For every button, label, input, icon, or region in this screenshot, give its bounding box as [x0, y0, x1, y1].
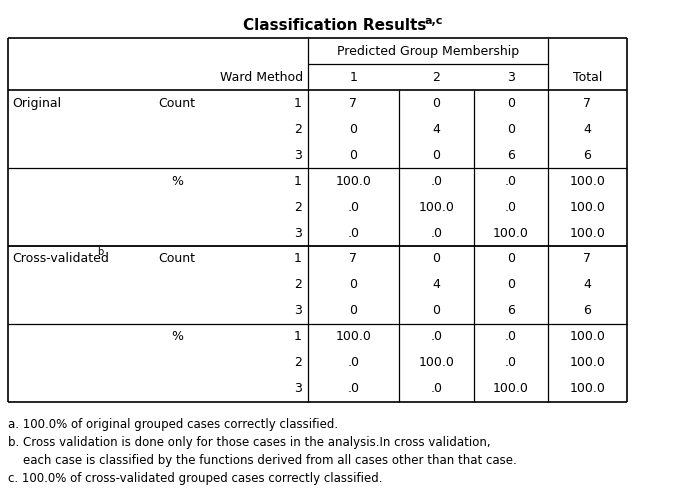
Text: 3: 3 — [294, 226, 302, 239]
Text: 6: 6 — [507, 148, 515, 161]
Text: Cross-validated: Cross-validated — [12, 253, 109, 266]
Text: Original: Original — [12, 97, 61, 110]
Text: 1: 1 — [294, 330, 302, 344]
Text: Count: Count — [158, 97, 195, 110]
Text: 3: 3 — [294, 148, 302, 161]
Text: 0: 0 — [432, 253, 440, 266]
Text: each case is classified by the functions derived from all cases other than that : each case is classified by the functions… — [23, 454, 516, 467]
Text: .0: .0 — [505, 330, 517, 344]
Text: 2: 2 — [294, 201, 302, 213]
Text: 100.0: 100.0 — [569, 226, 606, 239]
Text: 0: 0 — [432, 97, 440, 110]
Text: 7: 7 — [349, 97, 358, 110]
Text: 0: 0 — [507, 279, 515, 292]
Text: a. 100.0% of original grouped cases correctly classified.: a. 100.0% of original grouped cases corr… — [8, 418, 338, 431]
Text: .0: .0 — [430, 226, 443, 239]
Text: 6: 6 — [507, 304, 515, 317]
Text: .0: .0 — [347, 382, 360, 395]
Text: 100.0: 100.0 — [419, 357, 454, 370]
Text: .0: .0 — [430, 330, 443, 344]
Text: .0: .0 — [505, 201, 517, 213]
Text: 2: 2 — [432, 70, 440, 83]
Text: .0: .0 — [347, 201, 360, 213]
Text: 0: 0 — [507, 253, 515, 266]
Text: c. 100.0% of cross-validated grouped cases correctly classified.: c. 100.0% of cross-validated grouped cas… — [8, 472, 382, 485]
Text: 100.0: 100.0 — [569, 201, 606, 213]
Text: 0: 0 — [349, 148, 358, 161]
Text: 4: 4 — [584, 123, 591, 135]
Text: Predicted Group Membership: Predicted Group Membership — [337, 44, 519, 57]
Text: 1: 1 — [294, 175, 302, 188]
Text: .0: .0 — [505, 175, 517, 188]
Text: .0: .0 — [430, 382, 443, 395]
Text: Ward Method: Ward Method — [220, 70, 303, 83]
Text: b. Cross validation is done only for those cases in the analysis.In cross valida: b. Cross validation is done only for tho… — [8, 436, 490, 449]
Text: 0: 0 — [349, 123, 358, 135]
Text: 1: 1 — [349, 70, 358, 83]
Text: 100.0: 100.0 — [336, 175, 371, 188]
Text: 4: 4 — [432, 123, 440, 135]
Text: 7: 7 — [584, 97, 592, 110]
Text: 4: 4 — [432, 279, 440, 292]
Text: 100.0: 100.0 — [569, 382, 606, 395]
Text: 2: 2 — [294, 357, 302, 370]
Text: Count: Count — [158, 253, 195, 266]
Text: 2: 2 — [294, 123, 302, 135]
Text: 100.0: 100.0 — [336, 330, 371, 344]
Text: 4: 4 — [584, 279, 591, 292]
Text: 7: 7 — [584, 253, 592, 266]
Text: 0: 0 — [507, 97, 515, 110]
Text: 100.0: 100.0 — [569, 330, 606, 344]
Text: 1: 1 — [294, 253, 302, 266]
Text: 0: 0 — [349, 279, 358, 292]
Text: .0: .0 — [505, 357, 517, 370]
Text: 100.0: 100.0 — [569, 175, 606, 188]
Text: 0: 0 — [349, 304, 358, 317]
Text: Classification Results: Classification Results — [242, 18, 426, 33]
Text: 6: 6 — [584, 304, 591, 317]
Text: Total: Total — [573, 70, 602, 83]
Text: 3: 3 — [294, 304, 302, 317]
Text: a,c: a,c — [425, 16, 443, 26]
Text: 3: 3 — [294, 382, 302, 395]
Text: 100.0: 100.0 — [419, 201, 454, 213]
Text: .0: .0 — [347, 357, 360, 370]
Text: %: % — [171, 175, 183, 188]
Text: 100.0: 100.0 — [569, 357, 606, 370]
Text: 100.0: 100.0 — [493, 382, 529, 395]
Text: 6: 6 — [584, 148, 591, 161]
Text: %: % — [171, 330, 183, 344]
Text: b: b — [97, 247, 103, 257]
Text: 0: 0 — [432, 148, 440, 161]
Text: .0: .0 — [430, 175, 443, 188]
Text: 0: 0 — [432, 304, 440, 317]
Text: 7: 7 — [349, 253, 358, 266]
Text: 0: 0 — [507, 123, 515, 135]
Text: .0: .0 — [347, 226, 360, 239]
Text: 2: 2 — [294, 279, 302, 292]
Text: 100.0: 100.0 — [493, 226, 529, 239]
Text: 3: 3 — [507, 70, 515, 83]
Text: 1: 1 — [294, 97, 302, 110]
